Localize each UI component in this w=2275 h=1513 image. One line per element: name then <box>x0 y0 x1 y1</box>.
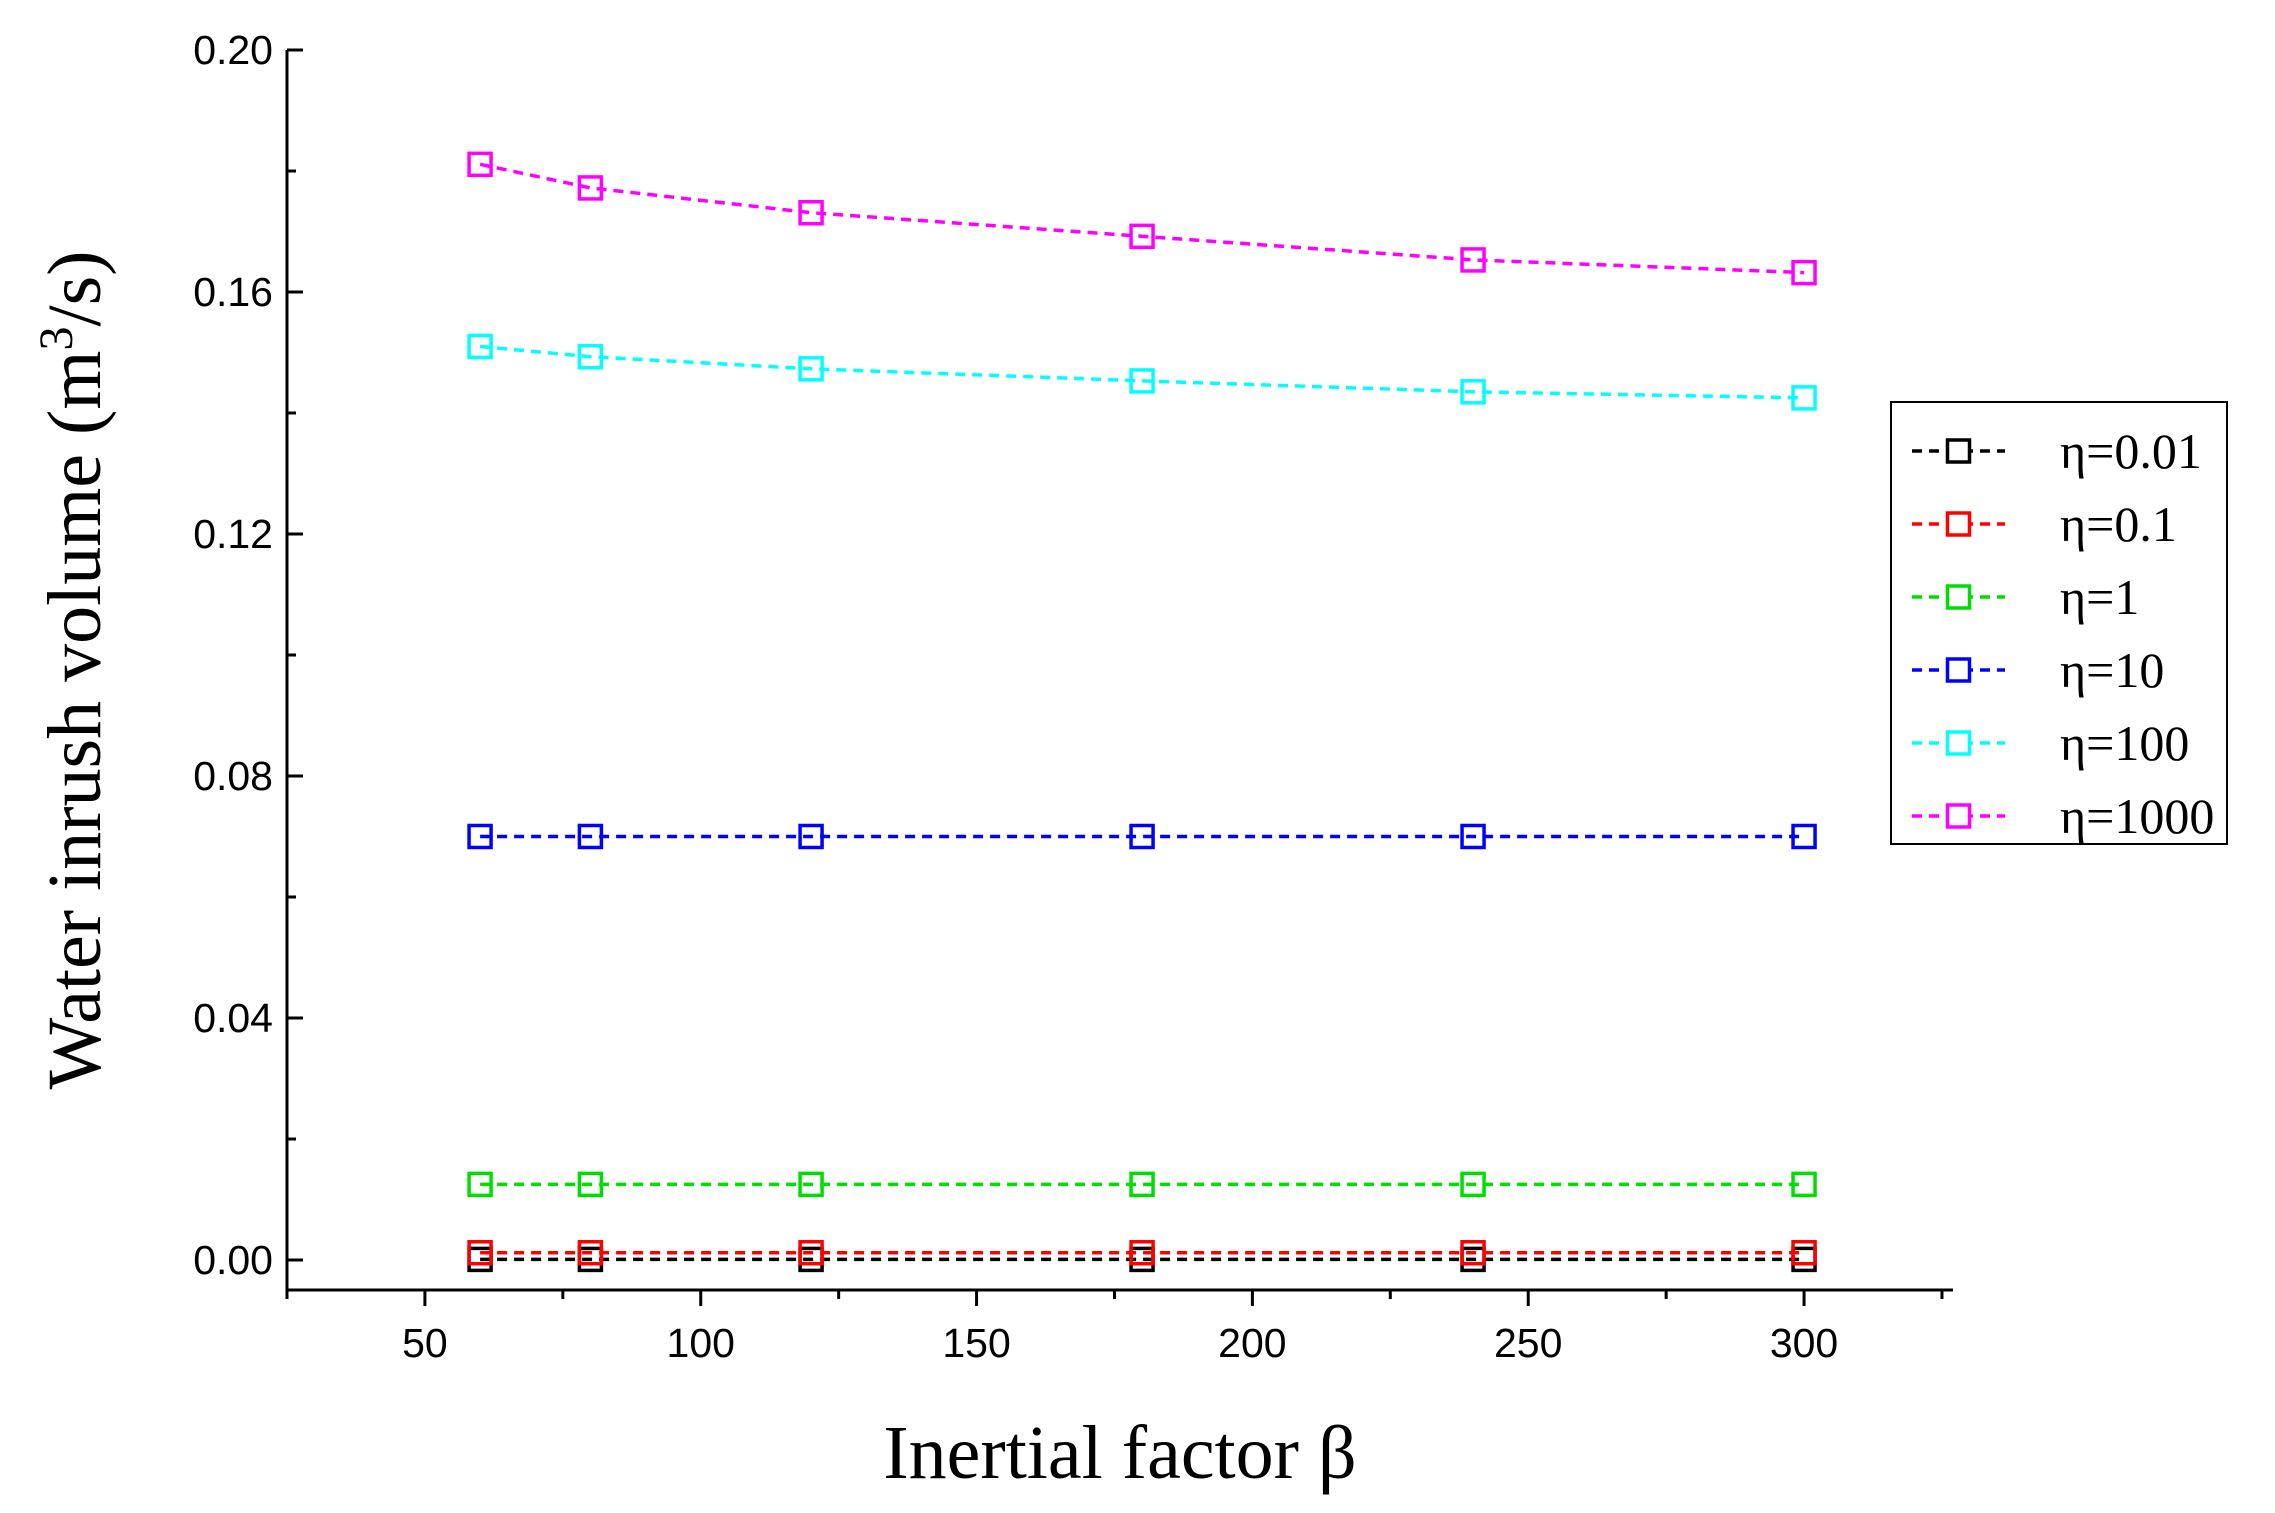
y-tick-label: 0.16 <box>193 269 273 315</box>
data-point <box>577 1239 604 1266</box>
series-5 <box>467 151 1817 286</box>
x-tick-label: 150 <box>942 1320 1010 1366</box>
legend-box <box>1890 401 2228 845</box>
data-point <box>798 356 824 382</box>
y-tick-label: 0.12 <box>193 511 273 557</box>
legend-item: η=0.1 <box>1912 496 2177 552</box>
data-point <box>798 1171 824 1198</box>
data-point <box>577 175 604 201</box>
legend-marker <box>1945 657 1972 683</box>
data-point <box>1129 223 1155 250</box>
legend: η=0.01 η=0.1 η=1 η=10 η=100 η=1000 <box>1890 401 2228 845</box>
y-axis-title: Water inrush volume (m3/s) <box>30 251 117 1090</box>
data-point <box>577 343 604 370</box>
data-point <box>1791 823 1817 850</box>
series-line <box>479 344 1805 400</box>
legend-label: η=1 <box>2060 569 2139 625</box>
data-point <box>1791 1171 1817 1198</box>
y-tick-label: 0.04 <box>193 995 273 1041</box>
data-point <box>577 1171 604 1198</box>
data-point <box>1460 823 1486 850</box>
legend-marker <box>1945 584 1972 610</box>
data-point <box>467 1239 493 1266</box>
data-point <box>1129 368 1155 394</box>
legend-item: η=1 <box>1912 569 2139 625</box>
data-point <box>1129 1171 1155 1198</box>
data-point <box>467 151 493 178</box>
legend-marker <box>1945 803 1972 829</box>
data-point <box>1129 823 1155 850</box>
y-axis-title-main: Water inrush volume (m <box>33 351 117 1090</box>
data-point <box>467 333 493 360</box>
data-point <box>798 823 824 850</box>
legend-label: η=1000 <box>2060 788 2214 844</box>
x-axis-title: Inertial factor β <box>883 1411 1356 1495</box>
x-tick-label: 100 <box>667 1320 735 1366</box>
y-tick-label: 0.08 <box>193 753 273 799</box>
series-4 <box>467 333 1817 411</box>
data-point <box>798 1239 824 1266</box>
data-point <box>1460 1239 1486 1266</box>
series-3 <box>467 823 1817 850</box>
legend-label: η=0.01 <box>2060 423 2202 479</box>
legend-item: η=0.01 <box>1912 423 2202 479</box>
data-point <box>798 199 824 226</box>
series-line <box>479 162 1805 275</box>
axes <box>285 50 1953 1292</box>
x-tick-label: 250 <box>1494 1320 1562 1366</box>
legend-item: η=10 <box>1912 642 2164 698</box>
legend-label: η=100 <box>2060 715 2189 771</box>
data-point <box>1791 259 1817 286</box>
x-tick-label: 300 <box>1770 1320 1838 1366</box>
data-point <box>467 823 493 850</box>
y-tick-label: 0.20 <box>193 27 273 73</box>
data-point <box>577 823 604 850</box>
y-tick-label: 0.00 <box>193 1237 273 1283</box>
series-2 <box>467 1171 1817 1198</box>
legend-marker <box>1945 438 1972 464</box>
y-axis-title-sup: 3 <box>30 327 83 351</box>
legend-label: η=10 <box>2060 642 2164 698</box>
data-point <box>1129 1239 1155 1266</box>
data-point <box>1791 385 1817 411</box>
legend-item: η=100 <box>1912 715 2189 771</box>
legend-item: η=1000 <box>1912 788 2214 844</box>
legend-marker <box>1945 730 1972 756</box>
y-axis-title-end: /s) <box>33 251 117 327</box>
data-point <box>467 1171 493 1198</box>
x-tick-label: 200 <box>1218 1320 1286 1366</box>
legend-label: η=0.1 <box>2060 496 2177 552</box>
data-point <box>1460 1171 1486 1198</box>
data-point <box>1791 1239 1817 1266</box>
x-tick-label: 50 <box>402 1320 448 1366</box>
data-point <box>1460 379 1486 405</box>
series-1 <box>467 1239 1817 1266</box>
legend-marker <box>1945 511 1972 537</box>
data-point <box>1460 247 1486 273</box>
